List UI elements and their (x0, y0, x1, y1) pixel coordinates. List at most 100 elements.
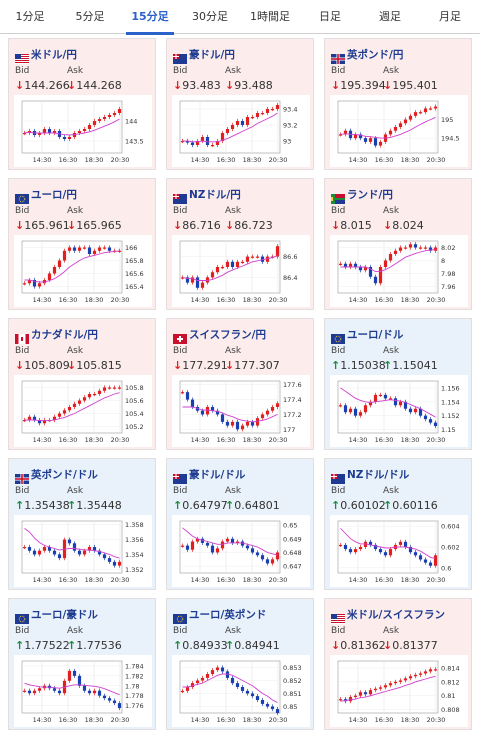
tab-0[interactable]: 1分足 (15, 10, 45, 23)
y-tick-label: 165.8 (125, 257, 144, 265)
pair-title[interactable]: ユーロ/英ポンド (189, 609, 267, 621)
rate-panel[interactable]: スイスフラン/円 Bid Ask ↓177.291 ↓177.307 14:30 16:30… (166, 318, 314, 450)
x-tick-label: 18:30 (401, 436, 420, 444)
rate-panel[interactable]: 豪ドル/円 Bid Ask ↓93.483 ↓93.488 14:30 16:30 18:30… (166, 38, 314, 170)
rate-panel[interactable]: ユーロ/ドル Bid Ask ↑1.15038 ↑1.15041 14:30 16:30 18… (324, 318, 472, 450)
candle (57, 554, 62, 559)
candle (42, 547, 47, 551)
rate-panel[interactable]: 米ドル/スイスフラン Bid Ask ↓0.81362 ↓0.81377 14:30 16:… (324, 598, 472, 730)
pair-title[interactable]: 英ポンド/ドル (31, 469, 98, 481)
rate-panel[interactable]: 豪ドル/ドル Bid Ask ↑0.64797 ↑0.64801 14:30 16:30 18… (166, 458, 314, 590)
candle (37, 550, 42, 555)
rate-panel[interactable]: カナダドル/円 Bid Ask ↓105.809 ↓105.815 14:30 16:30 1… (8, 318, 156, 450)
pair-title[interactable]: 米ドル/円 (31, 49, 77, 61)
tab-1[interactable]: 5分足 (75, 10, 105, 23)
ask-label: Ask (225, 626, 242, 636)
price-chart[interactable]: 14:30 16:30 18:30 20:30 166 165.8 165.6 165.4 (14, 235, 152, 307)
candle (348, 697, 353, 702)
pair-title[interactable]: ユーロ/ドル (347, 329, 404, 341)
candle (82, 550, 87, 555)
rate-panel[interactable]: 米ドル/円 Bid Ask ↓144.266 ↓144.268 14:30 16:30 18:… (8, 38, 156, 170)
candle (265, 703, 270, 707)
price-chart[interactable]: 14:30 16:30 18:30 20:30 93.4 93.2 93 (172, 95, 310, 167)
candle (413, 408, 418, 413)
arrow-up-icon: ↑ (331, 359, 341, 372)
ask-value: ↓195.401 (383, 79, 438, 92)
rate-panel[interactable]: 英ポンド/ドル Bid Ask ↑1.35438 ↑1.35448 14:30 16:30 1… (8, 458, 156, 590)
rate-panel[interactable]: NZドル/円 Bid Ask ↓86.716 ↓86.723 14:30 16:30 18:3… (166, 178, 314, 310)
price-chart[interactable]: 14:30 16:30 18:30 20:30 0.814 0.812 0.81 0.808 (330, 655, 468, 727)
arrow-up-icon: ↑ (173, 499, 183, 512)
pair-title[interactable]: NZドル/円 (189, 189, 241, 201)
y-tick-label: 195 (441, 116, 453, 124)
y-tick-label: 1.782 (125, 672, 144, 680)
price-chart[interactable]: 14:30 16:30 18:30 20:30 144 143.5 (14, 95, 152, 167)
price-chart[interactable]: 14:30 16:30 18:30 20:30 0.65 0.649 0.648 0.647 (172, 515, 310, 587)
rate-panel[interactable]: NZドル/ドル Bid Ask ↑0.60102 ↑0.60116 14:30 16:30 1… (324, 458, 472, 590)
candle (373, 394, 378, 402)
moving-average-line (24, 250, 120, 283)
tab-6[interactable]: 週足 (379, 10, 401, 23)
pair-title[interactable]: ユーロ/豪ドル (31, 609, 98, 621)
rate-panel[interactable]: ランド/円 Bid Ask ↓8.015 ↓8.024 14:30 16:30 18:30 20… (324, 178, 472, 310)
pair-title[interactable]: 豪ドル/ドル (189, 469, 246, 481)
y-tick-label: 93.4 (283, 106, 297, 114)
tab-5[interactable]: 日足 (319, 10, 341, 23)
flag-icon (331, 329, 345, 344)
rate-panel[interactable]: ユーロ/英ポンド Bid Ask ↑0.84933 ↑0.84941 14:30 16:30… (166, 598, 314, 730)
x-tick-label: 20:30 (111, 296, 130, 304)
y-tick-label: 1.776 (125, 702, 144, 710)
price-chart[interactable]: 14:30 16:30 18:30 20:30 86.6 86.4 (172, 235, 310, 307)
tab-3[interactable]: 30分足 (192, 10, 228, 23)
y-tick-label: 0.85 (283, 703, 297, 711)
x-tick-label: 18:30 (85, 156, 104, 164)
price-chart[interactable]: 14:30 16:30 18:30 20:30 105.8 105.6 105.4 105.2 (14, 375, 152, 447)
candle (200, 677, 205, 681)
pair-title[interactable]: ユーロ/円 (31, 189, 77, 201)
pair-title[interactable]: ランド/円 (347, 189, 393, 201)
tab-2[interactable]: 15分足 (120, 0, 180, 35)
moving-average-line (24, 392, 120, 422)
candle (240, 425, 245, 430)
ask-value: ↑1.77536 (67, 639, 122, 652)
rate-panel[interactable]: ユーロ/豪ドル Bid Ask ↑1.77522 ↑1.77536 14:30 16:30 1… (8, 598, 156, 730)
arrow-up-icon: ↑ (383, 499, 393, 512)
tab-7[interactable]: 月足 (439, 10, 461, 23)
candle (107, 698, 112, 701)
x-tick-label: 20:30 (427, 436, 446, 444)
bid-value: ↓8.015 (331, 219, 372, 232)
candle (72, 247, 77, 251)
price-chart[interactable]: 14:30 16:30 18:30 20:30 8.02 8 7.98 7.96 (330, 235, 468, 307)
candle (358, 692, 363, 696)
price-chart[interactable]: 14:30 16:30 18:30 20:30 1.784 1.782 1.78 1.778 1… (14, 655, 152, 727)
pair-title[interactable]: 英ポンド/円 (347, 49, 404, 61)
ask-value: ↑1.15041 (383, 359, 438, 372)
pair-title[interactable]: NZドル/ドル (347, 469, 410, 481)
pair-title[interactable]: 米ドル/スイスフラン (347, 609, 446, 621)
pair-title[interactable]: カナダドル/円 (31, 329, 98, 341)
tab-4[interactable]: 1時間足 (250, 10, 290, 23)
pair-title[interactable]: 豪ドル/円 (189, 49, 235, 61)
price-chart[interactable]: 14:30 16:30 18:30 20:30 177.6 177.4 177.2 177 (172, 375, 310, 447)
moving-average-line (182, 406, 278, 423)
candle (423, 108, 428, 113)
price-chart[interactable]: 14:30 16:30 18:30 20:30 0.604 0.602 0.6 (330, 515, 468, 587)
pair-title[interactable]: スイスフラン/円 (189, 329, 267, 341)
x-tick-label: 16:30 (217, 156, 236, 164)
y-tick-label: 1.778 (125, 692, 144, 700)
bid-price: 195.394 (340, 79, 386, 92)
candle (92, 690, 97, 694)
rate-panel[interactable]: ユーロ/円 Bid Ask ↓165.961 ↓165.965 14:30 16:30 18:… (8, 178, 156, 310)
price-chart[interactable]: 14:30 16:30 18:30 20:30 1.358 1.356 1.354 1.352 (14, 515, 152, 587)
x-tick-label: 14:30 (191, 436, 210, 444)
candle (338, 263, 343, 265)
candle (210, 145, 215, 147)
rate-panel[interactable]: 英ポンド/円 Bid Ask ↓195.394 ↓195.401 14:30 16:30 18… (324, 38, 472, 170)
candlestick-chart: 14:30 16:30 18:30 20:30 93.4 93.2 93 (179, 100, 297, 164)
candle (180, 141, 185, 143)
candlestick-chart: 14:30 16:30 18:30 20:30 0.853 0.852 0.851 0.85 (179, 660, 302, 724)
price-chart[interactable]: 14:30 16:30 18:30 20:30 1.156 1.154 1.152 1.15 (330, 375, 468, 447)
price-chart[interactable]: 14:30 16:30 18:30 20:30 0.853 0.852 0.851 0.85 (172, 655, 310, 727)
arrow-up-icon: ↑ (225, 639, 235, 652)
price-chart[interactable]: 14:30 16:30 18:30 20:30 195 194.5 (330, 95, 468, 167)
